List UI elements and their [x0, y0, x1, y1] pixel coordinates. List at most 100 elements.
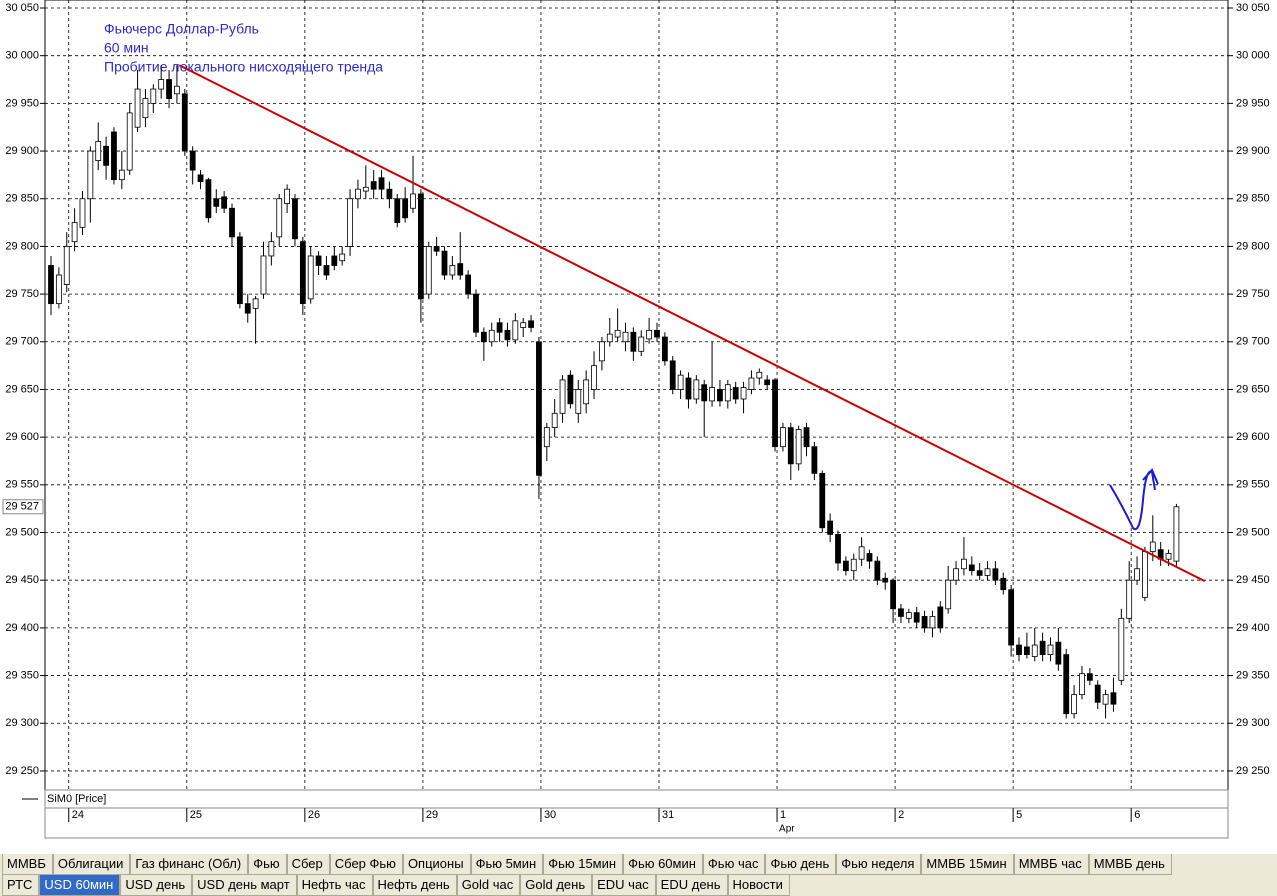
candle-body [496, 322, 503, 333]
candle-body [827, 520, 834, 535]
tab[interactable]: Сбер [286, 854, 330, 875]
y-tick-label: 29 650 [5, 383, 39, 395]
candle-body [756, 371, 763, 379]
tab[interactable]: Фью день [765, 854, 837, 875]
tab[interactable]: USD 60мин [39, 875, 121, 896]
candle-body [992, 568, 999, 581]
x-tick-label: 2 [898, 809, 904, 821]
candle-body [1071, 694, 1077, 715]
candle-body [284, 188, 291, 204]
candle-body [370, 181, 377, 190]
tab[interactable]: Сбер Фью [329, 854, 403, 875]
annotation-line: Пробитие локального нисходящего тренда [104, 59, 383, 75]
candle-body [197, 174, 204, 182]
candle-body [362, 186, 369, 192]
tab[interactable]: EDU день [655, 875, 728, 896]
candle-body [63, 246, 70, 285]
x-tick-sublabel: Apr [779, 824, 795, 835]
candle-body [1110, 692, 1117, 705]
tab[interactable]: Газ финанс (Обл) [130, 854, 249, 875]
tab[interactable]: ММВБ [2, 854, 53, 875]
tab[interactable]: Опционы [402, 854, 471, 875]
y-tick-label: 29 950 [1236, 97, 1270, 109]
y-tick-label: 30 050 [1236, 2, 1270, 14]
candle-body [953, 568, 959, 581]
x-tick-label: 24 [72, 809, 84, 821]
tab[interactable]: РТС [2, 875, 40, 896]
candle-body [606, 333, 613, 343]
candle-body [87, 150, 94, 200]
candle-body [260, 255, 267, 295]
tab[interactable]: Фью 60мин [623, 854, 703, 875]
tab[interactable]: ММВБ 15мин [921, 854, 1014, 875]
candle-body [331, 255, 338, 266]
chart: SiM0 [Price] Фьючерс Доллар-Рубль 60 мин… [2, 0, 1270, 839]
candle-body [252, 298, 259, 309]
candle-body [417, 193, 424, 300]
candle-body [111, 131, 117, 181]
tab[interactable]: Фью 15мин [543, 854, 624, 875]
tab[interactable]: Нефть день [372, 875, 457, 896]
candle-body [213, 198, 220, 207]
candle-body [772, 379, 778, 448]
candle-body [764, 379, 771, 386]
candle-body [803, 427, 810, 448]
candle-body [780, 427, 786, 448]
tab[interactable]: Фью 5мин [470, 854, 544, 875]
candle-body [386, 188, 393, 200]
candle-body [984, 568, 991, 576]
tab[interactable]: Gold день [520, 875, 593, 896]
candle-body [567, 374, 574, 405]
candle-body [142, 98, 149, 119]
candle-body [339, 253, 346, 262]
candle-body [921, 616, 928, 629]
tab[interactable]: Gold час [456, 875, 521, 896]
tab[interactable]: Облигации [52, 854, 131, 875]
y-tick-label: 29 800 [1236, 240, 1270, 252]
trend-line [178, 64, 1206, 583]
candle-body [599, 341, 605, 362]
candle-body [95, 141, 102, 161]
tab[interactable]: Фью [248, 854, 287, 875]
candle-body [575, 389, 582, 414]
tab[interactable]: Нефть час [296, 875, 373, 896]
tab[interactable]: Фью неделя [836, 854, 922, 875]
y-tick-label: 29 500 [5, 526, 39, 538]
candle-body [1173, 506, 1180, 562]
candle-body [473, 293, 479, 333]
candle-body [229, 207, 235, 238]
candle-body [433, 246, 440, 252]
tab[interactable]: Новости [727, 875, 790, 896]
y-tick-label: 29 400 [1236, 622, 1270, 634]
candle-body [1134, 568, 1140, 581]
candle-body [323, 265, 330, 276]
candle-body [457, 263, 464, 276]
candle-body [1142, 551, 1148, 598]
y-tick-label: 29 550 [5, 479, 39, 491]
candle-body [378, 177, 385, 190]
tab[interactable]: EDU час [592, 875, 656, 896]
candle-body [630, 331, 637, 352]
annotation-line: Фьючерс Доллар-Рубль [104, 21, 259, 37]
tab[interactable]: USD день март [192, 875, 297, 896]
candle-body [205, 179, 212, 219]
candle-body [591, 365, 597, 390]
candle-body [347, 198, 353, 247]
candle-body [559, 379, 566, 414]
candle-body [661, 336, 668, 362]
tab[interactable]: ММВБ час [1013, 854, 1089, 875]
candle-body [480, 331, 487, 343]
y-tick-label: 29 450 [1236, 574, 1270, 586]
y-tick-label: 29 350 [1236, 669, 1270, 681]
tab[interactable]: ММВБ день [1088, 854, 1172, 875]
tab[interactable]: USD день [120, 875, 193, 896]
y-tick-label: 30 000 [5, 50, 39, 62]
candle-body [425, 246, 432, 295]
candle-body [292, 198, 298, 240]
candle-body [646, 329, 653, 340]
candle-body [929, 616, 936, 629]
candle-body [835, 534, 841, 564]
candle-body [520, 322, 527, 328]
candle-body [244, 303, 251, 314]
tab[interactable]: Фью час [702, 854, 766, 875]
